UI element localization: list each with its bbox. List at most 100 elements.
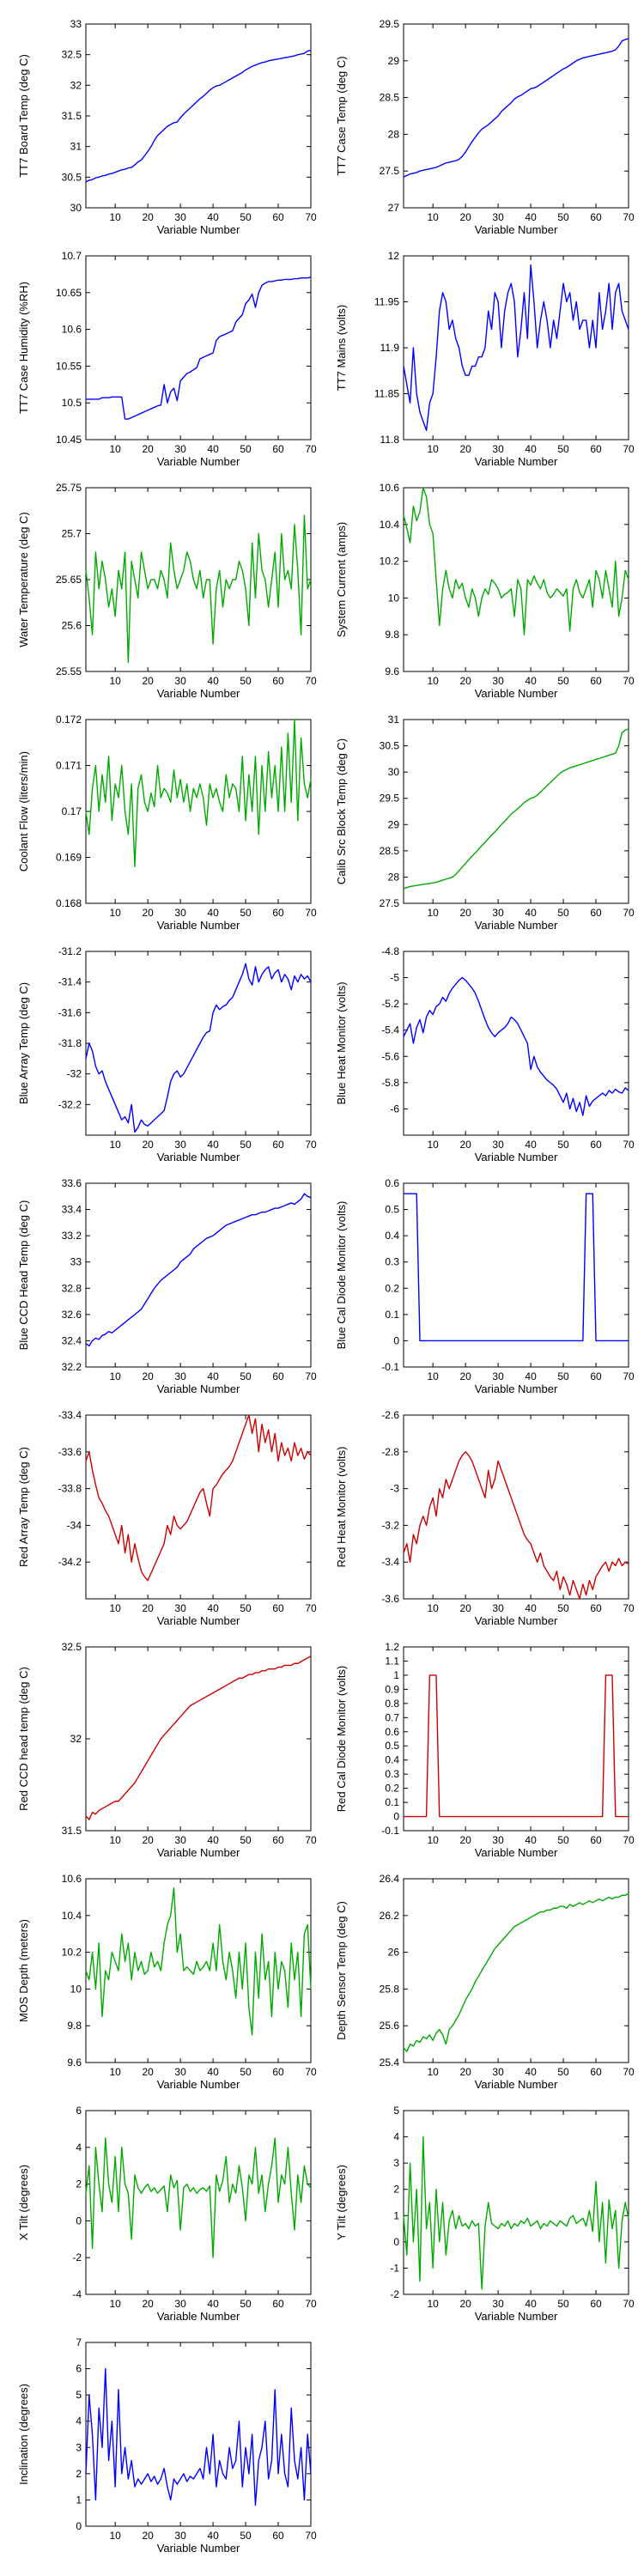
x-tick-label: 70 — [623, 2066, 635, 2078]
x-axis-label: Variable Number — [475, 1382, 558, 1395]
chart-panel: 10 20 30 40 50 60 70 0 1 2 3 4 5 6 7 Variable Number Inc… — [9, 2327, 318, 2555]
chart-svg: 10 20 30 40 50 60 70 -6 -5.8 -5.6 -5.4 -5.2 -5 -4.8 Va… — [335, 945, 635, 1163]
y-tick-label: 31.5 — [62, 1825, 82, 1837]
x-tick-label: 60 — [272, 1834, 284, 1846]
x-tick-label: 30 — [492, 907, 504, 919]
x-tick-label: 20 — [459, 675, 471, 687]
x-tick-label: 10 — [109, 907, 121, 919]
x-tick-label: 50 — [240, 2298, 252, 2310]
x-axis-label: Variable Number — [475, 223, 558, 236]
chart-svg: 10 20 30 40 50 60 70 -2 -1 0 1 2 3 4 5 Variable Number Y… — [335, 2105, 635, 2323]
y-tick-label: -34 — [67, 1519, 82, 1531]
y-tick-label: 32.5 — [62, 49, 82, 61]
y-tick-label: 25.65 — [56, 574, 82, 586]
y-tick-label: 10.5 — [62, 397, 82, 409]
x-tick-label: 60 — [590, 1602, 602, 1614]
x-tick-label: 50 — [557, 1370, 569, 1382]
chart-panel: 10 20 30 40 50 60 70 25.55 25.6 25.65 25.7 25.75 Var… — [9, 472, 318, 700]
series-line — [403, 976, 629, 1116]
x-tick-label: 10 — [109, 2530, 121, 2542]
y-axis-label: MOS Depth (meters) — [17, 1919, 30, 2022]
x-tick-label: 70 — [623, 675, 635, 687]
y-tick-label: 10.4 — [62, 1910, 82, 1922]
y-tick-label: 10.7 — [62, 250, 82, 262]
plot-frame — [85, 1414, 312, 1600]
y-tick-label: 9.8 — [67, 2020, 82, 2032]
y-tick-label: 11.9 — [380, 342, 400, 354]
plot-frame — [403, 23, 629, 209]
x-tick-label: 40 — [525, 1834, 537, 1846]
series-line — [85, 514, 312, 664]
y-tick-label: -0.1 — [381, 1361, 399, 1373]
x-tick-label: 50 — [557, 1139, 569, 1151]
y-tick-label: 0.1 — [385, 1309, 399, 1321]
y-tick-label: -32 — [67, 1068, 82, 1080]
y-tick-label: 26.2 — [380, 1910, 400, 1922]
x-axis-label: Variable Number — [475, 2078, 558, 2091]
y-tick-label: 10 — [388, 592, 400, 604]
y-tick-label: 10.55 — [56, 360, 82, 372]
y-tick-label: -34.2 — [58, 1556, 82, 1568]
y-tick-label: 4 — [393, 2131, 399, 2143]
x-axis-label: Variable Number — [157, 455, 240, 468]
y-axis-label: Blue CCD Head Temp (deg C) — [17, 1200, 30, 1351]
x-tick-label: 30 — [174, 907, 186, 919]
x-tick-label: 50 — [240, 1834, 252, 1846]
chart-panel: 10 20 30 40 50 60 70 0.168 0.169 0.17 0.171 0.172 Va… — [9, 704, 318, 932]
x-tick-label: 20 — [459, 2298, 471, 2310]
y-tick-label: 7 — [76, 2336, 82, 2348]
x-tick-label: 20 — [142, 2298, 154, 2310]
x-tick-label: 30 — [174, 675, 186, 687]
x-tick-label: 20 — [459, 2066, 471, 2078]
x-tick-label: 20 — [142, 1139, 154, 1151]
x-tick-label: 10 — [109, 2298, 121, 2310]
x-tick-label: 40 — [207, 443, 219, 455]
y-axis-label: TT7 Case Humidity (%RH) — [17, 282, 30, 414]
x-tick-label: 70 — [623, 1370, 635, 1382]
x-tick-label: 60 — [590, 211, 602, 223]
series-line — [404, 1674, 629, 1818]
x-tick-label: 30 — [174, 2298, 186, 2310]
y-tick-label: 5 — [393, 2105, 399, 2117]
chart-svg: 10 20 30 40 50 60 70 25.55 25.6 25.65 25.7 25.75 Var… — [17, 482, 317, 700]
x-tick-label: 70 — [623, 211, 635, 223]
chart-panel: 10 20 30 40 50 60 70 -3.6 -3.4 -3.2 -3 -2.8 -2.6 Vari… — [326, 1400, 635, 1627]
x-tick-label: 10 — [427, 1370, 439, 1382]
y-tick-label: 0.4 — [385, 1754, 399, 1766]
plot-frame — [85, 951, 312, 1136]
y-axis-label: Red CCD head temp (deg C) — [17, 1667, 30, 1811]
y-tick-label: 27 — [388, 202, 400, 214]
series-line — [85, 1414, 312, 1582]
y-tick-label: 25.6 — [380, 2020, 400, 2032]
y-tick-label: -2 — [390, 2288, 399, 2300]
y-tick-label: 0.171 — [56, 760, 82, 772]
y-tick-label: 32.2 — [62, 1361, 82, 1373]
x-tick-label: 40 — [207, 1139, 219, 1151]
y-tick-label: -2 — [72, 2251, 82, 2263]
chart-panel: 10 20 30 40 50 60 70 10.45 10.5 10.55 10.6 10.65 10.… — [9, 240, 318, 468]
chart-svg: 10 20 30 40 50 60 70 -0.1 0 0.1 0.2 0.3 0.4 0.5 0.6 Var… — [335, 1177, 635, 1395]
series-line — [85, 1193, 312, 1347]
series-line — [403, 1451, 629, 1600]
plot-frame — [85, 719, 312, 904]
y-tick-label: 0.17 — [62, 805, 82, 817]
y-tick-label: -31.2 — [58, 945, 82, 957]
x-tick-label: 10 — [109, 1602, 121, 1614]
y-tick-label: 30 — [388, 766, 400, 778]
chart-panel: 10 20 30 40 50 60 70 -0.1 0 0.1 0.2 0.3 0.4 0.5 0.6 Var… — [326, 1168, 635, 1395]
series-line — [85, 1656, 312, 1820]
series-line — [403, 487, 629, 635]
x-tick-label: 40 — [525, 211, 537, 223]
x-axis-label: Variable Number — [157, 687, 240, 700]
series-line — [403, 728, 629, 890]
y-tick-label: 0.168 — [56, 897, 82, 909]
series-line — [86, 276, 312, 420]
x-tick-label: 50 — [557, 443, 569, 455]
y-tick-label: 28 — [388, 871, 400, 883]
x-tick-label: 70 — [305, 443, 317, 455]
y-tick-label: -6 — [390, 1103, 399, 1115]
plot-frame — [403, 1182, 629, 1368]
y-tick-label: 32.5 — [62, 1641, 82, 1653]
y-axis-label: TT7 Case Temp (deg C) — [335, 56, 348, 175]
x-tick-label: 20 — [459, 1834, 471, 1846]
